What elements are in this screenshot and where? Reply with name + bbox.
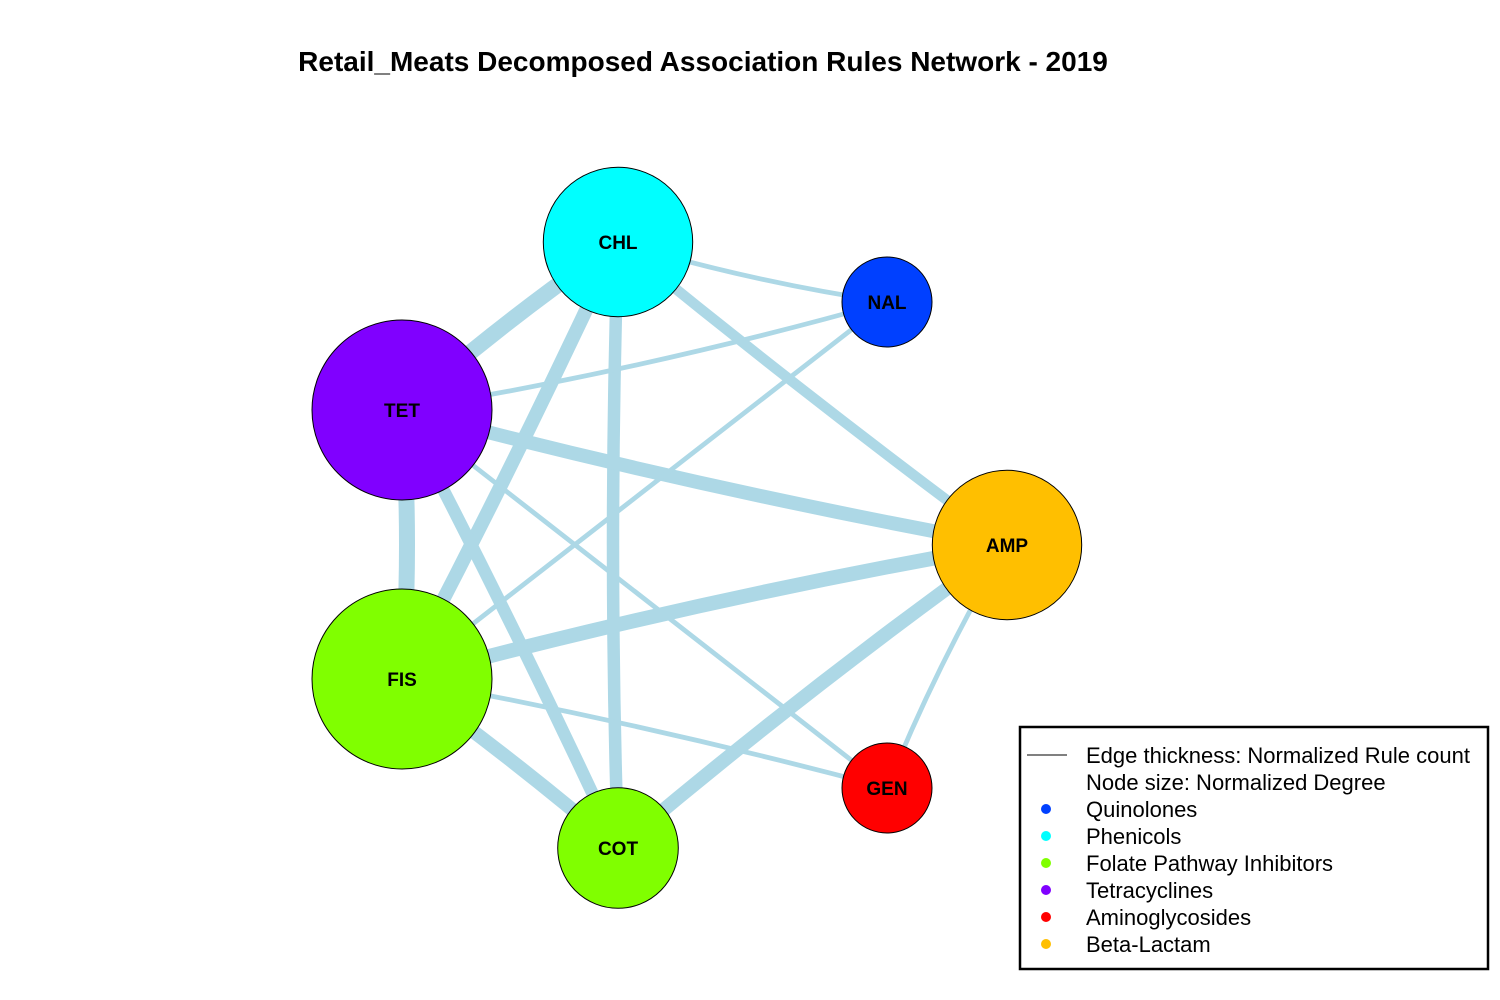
- node-circle-gen: [841, 742, 933, 834]
- legend-label: Quinolones: [1086, 797, 1197, 822]
- node-label-tet: TET: [384, 401, 420, 422]
- node-gen: GEN: [841, 742, 933, 834]
- legend-label: Edge thickness: Normalized Rule count: [1086, 743, 1470, 768]
- node-label-chl: CHL: [598, 233, 637, 254]
- legend-dot-phenicols: [1041, 831, 1051, 841]
- node-circle-cot: [557, 787, 679, 909]
- legend-label: Phenicols: [1086, 824, 1181, 849]
- legend-dot-aminoglycosides: [1041, 912, 1051, 922]
- node-tet: TET: [311, 319, 493, 501]
- node-circle-nal: [841, 256, 933, 348]
- legend-label: Beta-Lactam: [1086, 932, 1211, 957]
- legend-dot-beta-lactam: [1041, 939, 1051, 949]
- node-label-fis: FIS: [387, 670, 417, 691]
- legend-label: Folate Pathway Inhibitors: [1086, 851, 1333, 876]
- chart-title: Retail_Meats Decomposed Association Rule…: [298, 46, 1108, 77]
- legend-dot-tetracyclines: [1041, 885, 1051, 895]
- node-circle-chl: [542, 166, 694, 318]
- legend-label: Aminoglycosides: [1086, 905, 1251, 930]
- node-label-amp: AMP: [986, 536, 1029, 557]
- node-chl: CHL: [542, 166, 694, 318]
- legend: Edge thickness: Normalized Rule countNod…: [1018, 725, 1490, 971]
- legend-label: Node size: Normalized Degree: [1086, 770, 1386, 795]
- node-label-nal: NAL: [867, 293, 906, 314]
- node-layer: CHL NAL TET AMP FIS GEN COT: [311, 166, 1083, 909]
- edge-chl-cot: [606, 235, 625, 855]
- node-circle-tet: [311, 319, 493, 501]
- node-fis: FIS: [311, 588, 493, 770]
- legend-box: [1018, 725, 1490, 971]
- node-circle-fis: [311, 588, 493, 770]
- legend-label: Tetracyclines: [1086, 878, 1213, 903]
- legend-dot-quinolones: [1041, 804, 1051, 814]
- node-cot: COT: [557, 787, 679, 909]
- node-nal: NAL: [841, 256, 933, 348]
- node-amp: AMP: [931, 469, 1083, 621]
- node-circle-amp: [931, 469, 1083, 621]
- node-label-gen: GEN: [866, 779, 907, 800]
- node-label-cot: COT: [598, 839, 639, 860]
- legend-dot-folate-pathway-inhibitors: [1041, 858, 1051, 868]
